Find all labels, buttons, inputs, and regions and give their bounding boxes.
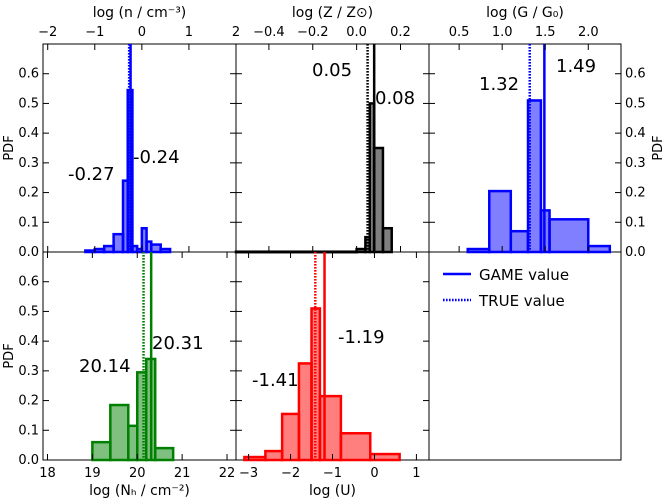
radiation_field-ytick-label: 0.2 [625,186,646,201]
density-game-value-label: -0.24 [133,147,180,168]
metallicity-xtick-label: −0.4 [253,25,285,40]
column_density-xlabel: log (Nₕ / cm⁻²) [89,483,190,499]
column_density-bar [109,403,130,462]
density-bar [84,249,97,254]
ionization_parameter-game-value-label: -1.19 [338,327,385,348]
density-ytick-label: 0.0 [18,245,39,260]
legend-game-label: GAME value [479,266,569,284]
column_density-bar [136,371,148,462]
density-xtick-label: −2 [38,25,57,40]
ionization_parameter-xtick-label: 1 [412,466,420,481]
metallicity-bar [234,250,358,254]
radiation_field-bar [526,99,543,254]
radiation_field-ytick-label: 0.1 [625,215,646,230]
metallicity-bar [355,247,367,254]
column_density-true-value-label: 20.14 [79,356,131,377]
radiation_field-ytick-label: 0.4 [625,126,646,141]
metallicity-xlabel: log (Z / Z⊙) [292,5,373,21]
column_density-ytick-label: 0.1 [18,423,39,438]
ionization_parameter-xtick-label: −3 [239,466,258,481]
column_density-ytick-label: 0.4 [18,334,39,349]
column_density-xtick-label: 20 [129,466,146,481]
column_density-game-value-label: 20.31 [152,333,204,354]
column_density-ytick-label: 0.5 [18,304,39,319]
density-ytick-label: 0.1 [18,215,39,230]
density-ytick-label: 0.5 [18,96,39,111]
density-ytick-label: 0.2 [18,186,39,201]
radiation_field-xtick-label: 1.0 [492,25,513,40]
column_density-xtick-label: 21 [174,466,191,481]
ionization_parameter-bar [280,412,301,462]
column_density-xtick-label: 18 [39,466,56,481]
metallicity-xtick-label: −0.2 [297,25,329,40]
radiation_field-xtick-label: 0.5 [449,25,470,40]
column_density-bar [153,446,175,462]
column_density-xtick-label: 22 [219,466,236,481]
ionization_parameter-bar [339,432,372,462]
radiation_field-ytick-label: 0.3 [625,156,646,171]
column_density-ytick-label: 0.0 [18,453,39,468]
ionization_parameter-bar [264,449,284,462]
metallicity-game-value-label: 0.08 [375,88,415,109]
density-xtick-label: 0 [138,25,146,40]
radiation_field-ylabel: PDF [651,135,664,160]
metallicity-xtick-label: 0.0 [346,25,367,40]
ionization_parameter-xtick-label: 0 [370,466,378,481]
radiation_field-ytick-label: 0.5 [625,96,646,111]
density-true-value-label: -0.27 [68,164,115,185]
radiation_field-bar [466,247,491,254]
radiation_field-xlabel: log (G / G₀) [486,5,564,21]
radiation_field-bar [548,218,590,254]
column_density-ytick-label: 0.2 [18,394,39,409]
ionization_parameter-xtick-label: −2 [281,466,300,481]
ionization_parameter-bar [243,455,267,462]
radiation_field-ytick-label: 0.6 [625,67,646,82]
legend: GAME value TRUE value [443,266,569,310]
radiation_field-ytick-label: 0.0 [625,245,646,260]
density-xtick-label: 2 [232,25,240,40]
radiation_field-bar [509,229,530,254]
ionization_parameter-bar [318,394,343,462]
density-xlabel: log (n / cm⁻³) [93,5,187,21]
metallicity-true-value-label: 0.05 [312,60,352,81]
column_density-ytick-label: 0.6 [18,275,39,290]
column_density-ylabel: PDF [2,343,17,368]
density-xtick-label: −1 [85,25,104,40]
ionization_parameter-bar [297,362,313,462]
column_density-bar [127,424,139,462]
ionization_parameter-bar [369,452,401,462]
ionization_parameter-xlabel: log (U) [309,483,356,499]
density-ytick-label: 0.3 [18,156,39,171]
metallicity-bar [372,146,385,254]
density-bar [150,243,162,254]
column_density-xtick-label: 19 [84,466,101,481]
radiation_field-bar [587,244,612,254]
ionization_parameter-true-value-label: -1.41 [252,370,299,391]
radiation_field-xtick-label: 2.0 [578,25,599,40]
density-bar [102,244,115,254]
radiation_field-true-value-label: 1.32 [479,74,519,95]
density-ylabel: PDF [2,135,17,160]
column_density-bar [91,440,112,462]
metallicity-xtick-label: 0.2 [390,25,411,40]
density-ytick-label: 0.6 [18,67,39,82]
legend-true-label: TRUE value [478,292,565,310]
metallicity-bar [381,226,393,254]
radiation_field-bar [488,189,513,254]
ionization_parameter-xtick-label: −1 [323,466,342,481]
radiation_field-xtick-label: 1.5 [535,25,556,40]
radiation_field-game-value-label: 1.49 [556,56,596,77]
density-xtick-label: 1 [185,25,193,40]
density-bar [93,247,106,254]
column_density-ytick-label: 0.3 [18,364,39,379]
density-bar [112,232,125,254]
density-ytick-label: 0.4 [18,126,39,141]
density-bar [159,247,172,254]
